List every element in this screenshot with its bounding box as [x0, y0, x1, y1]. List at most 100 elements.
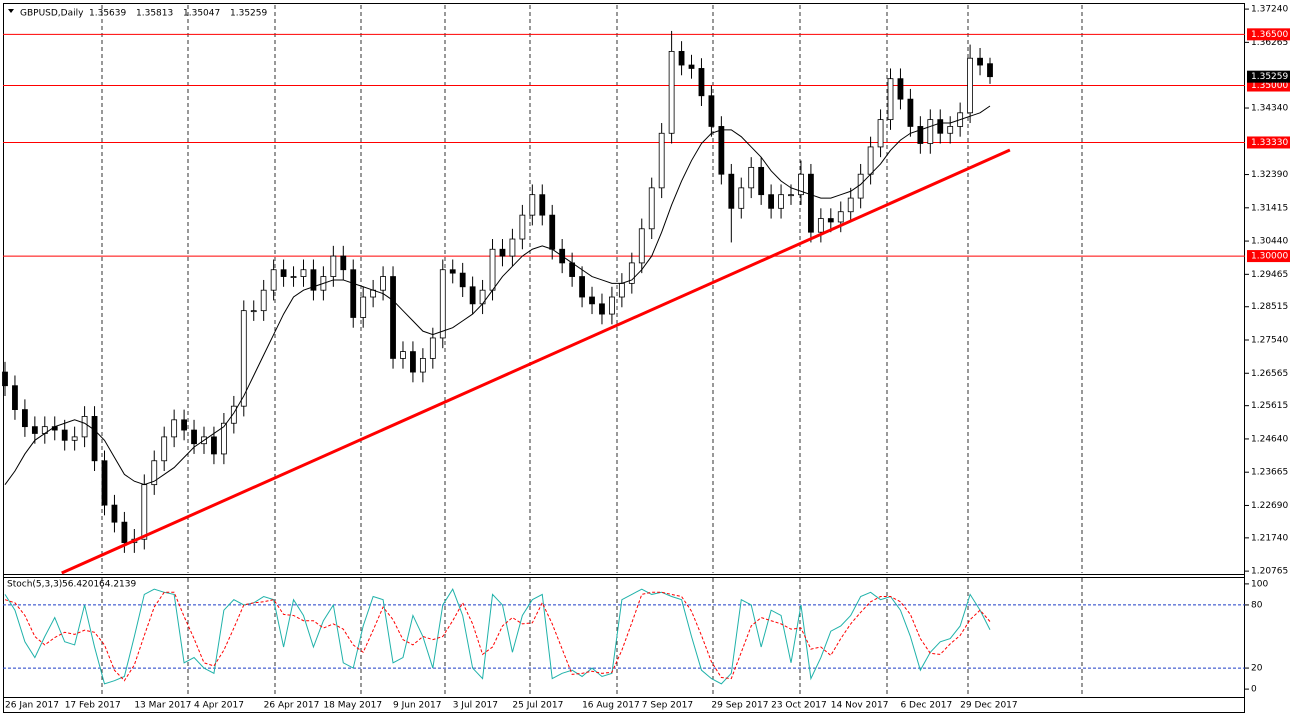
candle-body: [449, 269, 456, 274]
candle-body: [211, 436, 217, 455]
candle-body: [71, 436, 78, 441]
candle-body: [300, 269, 307, 277]
candle-body: [618, 282, 625, 298]
candle-body: [798, 173, 804, 196]
y-tick-label: 1.26565: [1251, 369, 1288, 379]
x-tick-label: 18 May 2017: [323, 701, 382, 711]
x-tick-label: 14 Nov 2017: [831, 701, 889, 711]
candle-body: [410, 351, 416, 373]
candle-body: [788, 194, 794, 197]
y-tick-label: 1.34340: [1251, 104, 1288, 114]
candle-body: [609, 296, 615, 315]
y-tick-label: 1.37240: [1251, 5, 1288, 15]
candle-body: [439, 269, 446, 339]
moving-average: [4, 105, 991, 486]
level-label-bg: [1247, 136, 1290, 149]
candle-body: [539, 194, 546, 216]
x-tick-label: 23 Oct 2017: [771, 701, 827, 711]
level-label: 1.36500: [1251, 30, 1288, 40]
candle-body: [2, 371, 8, 387]
y-tick-label: 1.22690: [1251, 501, 1288, 511]
candle-body: [827, 218, 834, 223]
y-tick-label: 1.21740: [1251, 533, 1288, 543]
indicator-line: [4, 588, 991, 685]
candle-body: [678, 50, 685, 66]
candle-body: [937, 119, 944, 134]
y-tick-label: 80: [1251, 600, 1263, 610]
level-label-bg: [1247, 250, 1290, 263]
candle-body: [161, 436, 168, 462]
candle-body: [907, 98, 914, 127]
indicator-title: Stoch(5,3,3): [7, 580, 62, 590]
level-label-bg: [1247, 28, 1290, 41]
y-tick-label: 1.29465: [1251, 270, 1288, 280]
candle-body: [151, 460, 158, 486]
candle-body: [61, 429, 68, 441]
y-tick-label: 0: [1251, 685, 1257, 695]
candle-body: [429, 337, 436, 359]
candle-body: [519, 214, 526, 240]
candle-body: [947, 126, 954, 134]
x-tick-label: 17 Feb 2017: [65, 701, 121, 711]
candle-body: [917, 126, 924, 144]
candle-body: [698, 68, 705, 97]
candle-body: [499, 248, 506, 257]
y-tick-label: 1.30440: [1251, 237, 1288, 247]
menu-arrow[interactable]: [8, 9, 14, 13]
ohlc-value: 1.35047: [183, 9, 220, 19]
candle-body: [91, 416, 98, 462]
candle-body: [867, 146, 874, 175]
y-tick-label: 100: [1251, 579, 1268, 589]
candle-body: [897, 78, 904, 100]
chart-title: GBPUSD,Daily: [20, 9, 84, 19]
candle-body: [877, 119, 884, 148]
y-tick-label: 1.36265: [1251, 38, 1288, 48]
candle-body: [748, 166, 755, 189]
x-tick-label: 9 Jun 2017: [393, 701, 441, 711]
candle-body: [260, 289, 267, 312]
candle-body: [579, 276, 585, 298]
candle-body: [250, 310, 257, 313]
candle-body: [419, 358, 426, 373]
y-tick-label: 20: [1251, 664, 1263, 674]
y-tick-label: 1.27540: [1251, 336, 1288, 346]
trendline: [61, 148, 1011, 575]
candle-body: [778, 194, 784, 209]
candle-body: [977, 57, 983, 66]
candle-body: [668, 50, 675, 134]
candle-body: [837, 211, 844, 223]
y-tick-label: 1.24640: [1251, 434, 1288, 444]
frame: [3, 3, 1245, 713]
candle-body: [290, 276, 297, 278]
candle-body: [648, 187, 655, 230]
candle-body: [529, 194, 536, 216]
candle-body: [569, 262, 576, 277]
candle-body: [360, 296, 367, 318]
candle-body: [987, 63, 993, 78]
candle-body: [310, 269, 317, 291]
candle-body: [280, 269, 287, 277]
indicator-value: 56.4201: [62, 580, 99, 590]
candle-body: [599, 303, 605, 315]
candle-body: [489, 248, 496, 291]
price-tag-bg: [1247, 70, 1290, 83]
candle-body: [141, 484, 148, 540]
candle-body: [718, 126, 725, 175]
candle-body: [230, 405, 237, 424]
candle-body: [628, 262, 635, 284]
y-tick-label: 1.31415: [1251, 203, 1288, 213]
y-tick-label: 1.28515: [1251, 302, 1288, 312]
candle-body: [728, 173, 735, 209]
x-tick-label: 7 Sep 2017: [642, 701, 693, 711]
x-tick-label: 26 Apr 2017: [264, 701, 320, 711]
x-tick-label: 3 Jul 2017: [453, 701, 498, 711]
level-label: 1.33330: [1251, 138, 1288, 148]
candle-body: [21, 409, 28, 428]
candle-body: [350, 269, 357, 318]
indicator-value: 64.2139: [99, 580, 136, 590]
x-tick-label: 29 Dec 2017: [960, 701, 1018, 711]
candle-body: [708, 95, 715, 127]
candle-body: [688, 64, 695, 69]
